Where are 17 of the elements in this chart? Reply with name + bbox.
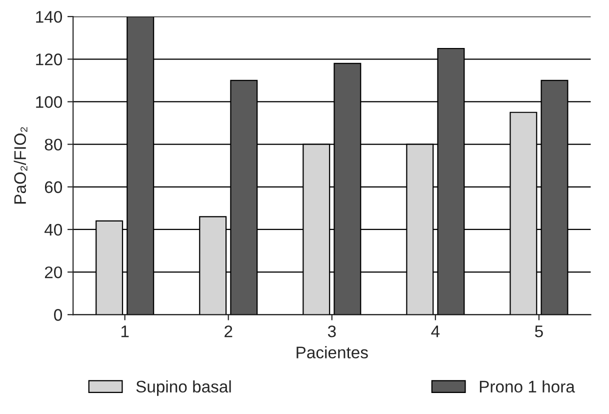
x-tick-label: 5	[535, 326, 543, 338]
y-tick-label: 20	[44, 266, 62, 278]
x-tick-label: 2	[224, 325, 232, 338]
legend-label: Supino basal	[136, 380, 231, 396]
y-tick-label: 80	[44, 138, 62, 151]
y-tick-label: 40	[44, 224, 62, 236]
y-tick-label: 60	[44, 181, 62, 194]
x-tick-label: 3	[328, 325, 336, 338]
legend-label: Prono 1 hora	[480, 380, 575, 393]
x-tick-label: 1	[121, 326, 129, 338]
y-axis-title: PaO₂/FIO₂	[14, 127, 28, 204]
y-tick-label: 120	[36, 54, 62, 66]
y-tick-label: 0	[54, 309, 62, 321]
x-axis-title: Pacientes	[296, 346, 368, 358]
y-tick-label: 140	[36, 10, 62, 23]
x-tick-label: 4	[431, 326, 440, 338]
y-tick-label: 100	[36, 96, 62, 108]
